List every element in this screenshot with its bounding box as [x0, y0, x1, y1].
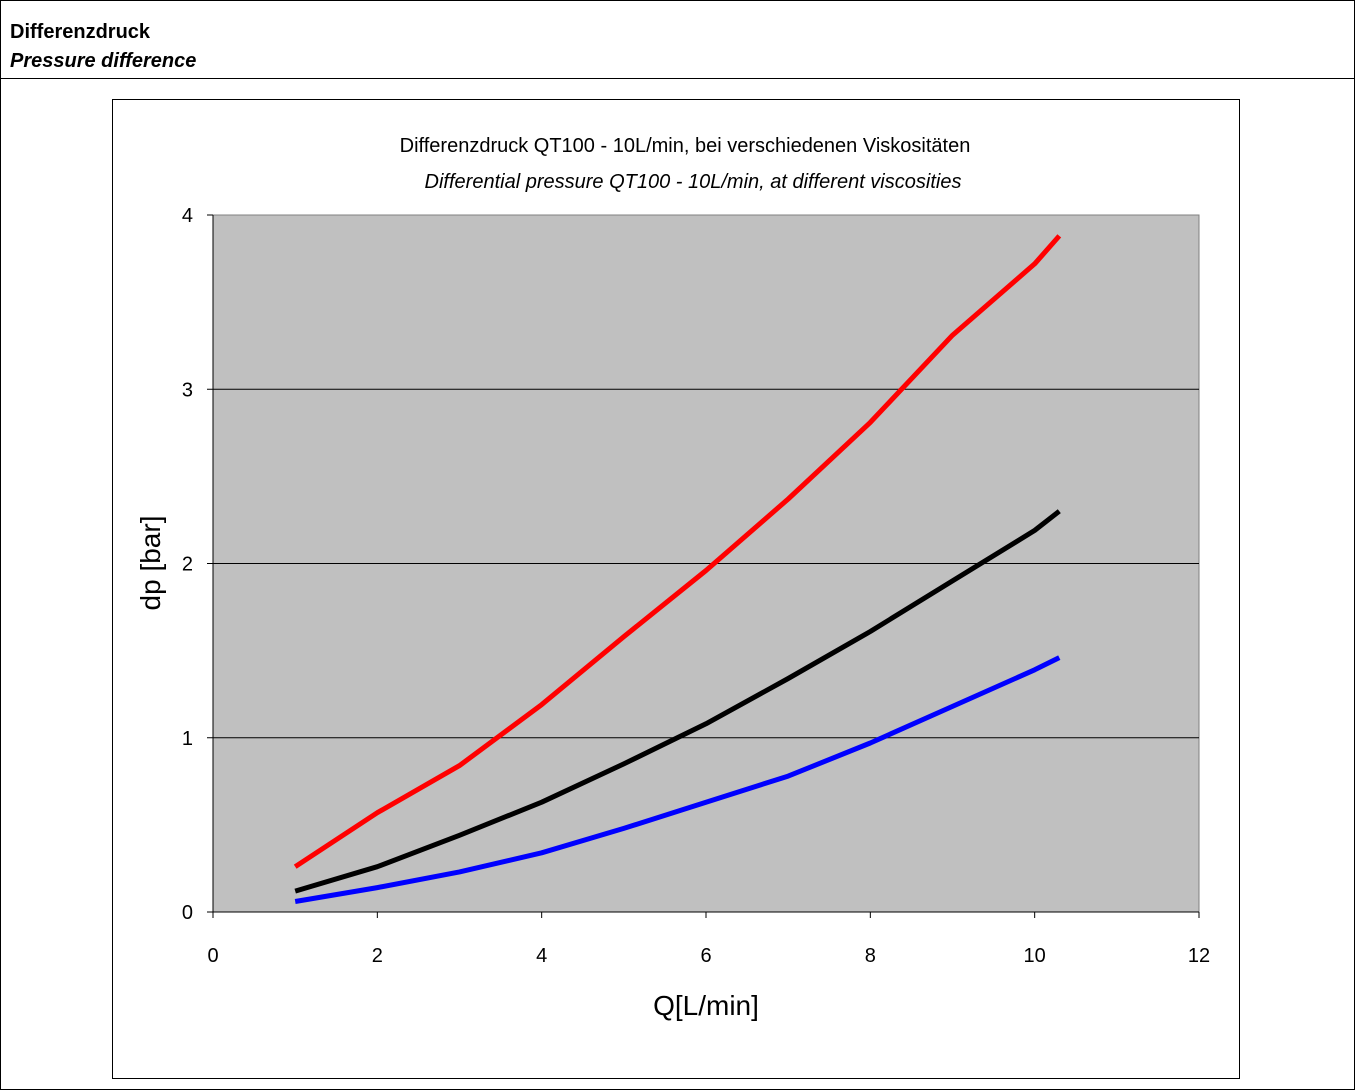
y-tick-label: 4 [182, 205, 193, 227]
x-tick-labels: 0 2 4 6 8 10 12 [207, 945, 1210, 967]
x-tick-label: 2 [372, 945, 383, 967]
x-tick-label: 8 [865, 945, 876, 967]
axes [207, 214, 1200, 918]
section-title-de: Differenzdruck [10, 21, 151, 43]
y-tick-label: 1 [182, 728, 193, 750]
gridlines [213, 388, 1199, 739]
y-axis-title: dp [bar] [135, 516, 166, 611]
x-tick-label: 0 [207, 945, 218, 967]
y-tick-labels: 0 1 2 3 4 [182, 205, 193, 924]
section-heading: Differenzdruck Pressure difference [1, 1, 1354, 79]
x-tick-label: 12 [1188, 945, 1210, 967]
x-tick-label: 10 [1024, 945, 1046, 967]
section-title-en: Pressure difference [10, 50, 197, 72]
y-tick-label: 3 [182, 379, 193, 401]
x-tick-label: 4 [536, 945, 547, 967]
series-line-2 [294, 509, 1061, 894]
series-lines [293, 234, 1062, 904]
y-tick-label: 2 [182, 554, 193, 576]
x-axis-title: Q[L/min] [653, 990, 759, 1021]
chart-title: Differenzdruck QT100 - 10L/min, bei vers… [400, 135, 971, 157]
chart-subtitle: Differential pressure QT100 - 10L/min, a… [425, 171, 962, 193]
y-tick-label: 0 [182, 902, 193, 924]
series-line-1 [293, 234, 1062, 869]
x-tick-label: 6 [700, 945, 711, 967]
series-line-3 [294, 655, 1061, 904]
